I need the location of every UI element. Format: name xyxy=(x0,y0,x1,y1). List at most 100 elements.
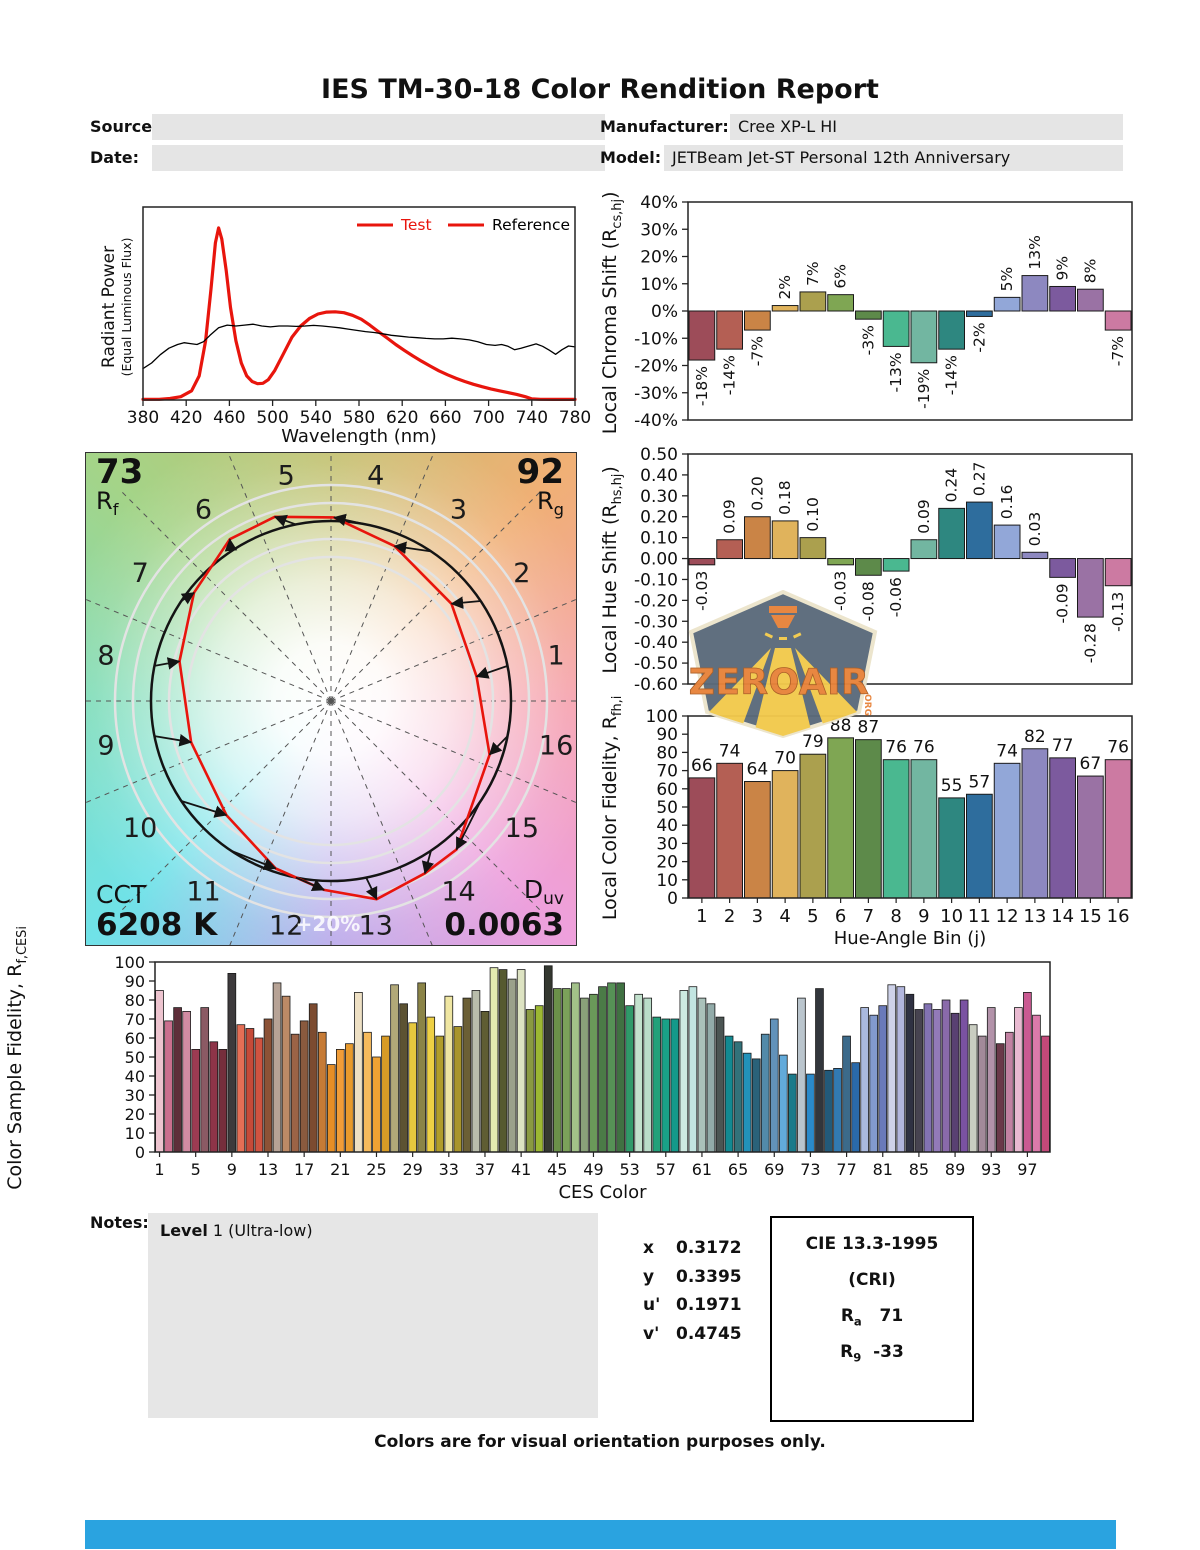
svg-text:Reference: Reference xyxy=(492,216,570,234)
cri-ra-row: Ra 71 xyxy=(840,1306,904,1329)
svg-text:620: 620 xyxy=(386,408,418,428)
cie-y-value: 0.3395 xyxy=(676,1267,742,1287)
svg-text:-3%: -3% xyxy=(859,325,877,355)
svg-text:30%: 30% xyxy=(640,220,678,240)
notes-box: Level 1 (Ultra-low) xyxy=(148,1213,598,1418)
svg-text:0.09: 0.09 xyxy=(721,499,739,534)
svg-text:0.00: 0.00 xyxy=(640,550,678,570)
ra-value: 71 xyxy=(879,1306,904,1326)
rg-value: 92 xyxy=(516,452,564,492)
svg-text:-0.60: -0.60 xyxy=(634,675,678,694)
cri-r9-row: R9 -33 xyxy=(840,1342,904,1365)
svg-text:7: 7 xyxy=(132,558,149,589)
cie-x-label: x xyxy=(643,1238,654,1258)
svg-text:10: 10 xyxy=(656,871,678,891)
y-axis-title: Local Chroma Shift (Rcs,hj) xyxy=(599,191,625,435)
rf-stat: 73 Rf xyxy=(96,455,143,518)
svg-text:77: 77 xyxy=(836,1160,856,1179)
svg-text:90: 90 xyxy=(125,972,145,991)
svg-text:81: 81 xyxy=(873,1160,893,1179)
svg-text:76: 76 xyxy=(1107,738,1129,758)
svg-text:40: 40 xyxy=(125,1067,145,1086)
rf-symbol: Rf xyxy=(96,487,119,519)
svg-text:5: 5 xyxy=(807,906,818,927)
cie-y-label: y xyxy=(643,1267,655,1287)
svg-text:70: 70 xyxy=(125,1010,145,1029)
svg-text:6%: 6% xyxy=(832,264,850,289)
svg-text:-2%: -2% xyxy=(970,322,988,352)
y-axis-title: Local Color Fidelity, Rfh,i xyxy=(599,695,625,921)
date-field xyxy=(152,145,605,171)
rg-stat: 92 Rg xyxy=(517,455,564,518)
logo-text: ZEROAIR xyxy=(689,662,870,703)
svg-text:-40%: -40% xyxy=(634,411,678,431)
svg-text:65: 65 xyxy=(728,1160,748,1179)
notes-level-rest: 1 (Ultra-low) xyxy=(207,1221,313,1240)
svg-text:0.18: 0.18 xyxy=(776,480,794,515)
svg-text:93: 93 xyxy=(981,1160,1001,1179)
svg-text:7%: 7% xyxy=(804,261,822,286)
svg-text:85: 85 xyxy=(909,1160,929,1179)
local-chroma-shift-chart: 40% 30% 20% 10% 0% -10% -20% -30% -40% -18% -14% -7… xyxy=(599,188,1200,436)
svg-text:12: 12 xyxy=(996,906,1019,927)
cri-box: CIE 13.3-1995 (CRI) Ra 71 R9 -33 xyxy=(770,1216,974,1422)
svg-text:380: 380 xyxy=(127,408,159,428)
svg-text:-14%: -14% xyxy=(721,355,739,395)
svg-text:66: 66 xyxy=(691,756,713,776)
color-sample-fidelity-chart: 100 90 80 70 60 50 40 30 20 10 0 1 5 9 13 17 21 25 29 33 37 4… xyxy=(4,926,1145,1210)
svg-text:61: 61 xyxy=(692,1160,712,1179)
svg-text:13: 13 xyxy=(359,911,393,942)
svg-text:64: 64 xyxy=(747,760,769,780)
svg-text:-20%: -20% xyxy=(634,357,678,377)
cct-stat: CCT 6208 K xyxy=(96,880,218,943)
svg-text:0.03: 0.03 xyxy=(1026,512,1044,547)
svg-text:500: 500 xyxy=(256,408,288,428)
svg-text:74: 74 xyxy=(719,741,741,761)
cct-value: 6208 K xyxy=(96,907,218,943)
model-label: Model: xyxy=(600,148,662,167)
svg-text:80: 80 xyxy=(125,991,145,1010)
svg-text:8: 8 xyxy=(890,906,901,927)
svg-text:2: 2 xyxy=(513,558,530,589)
svg-text:660: 660 xyxy=(429,408,461,428)
svg-text:21: 21 xyxy=(330,1160,350,1179)
y-axis-title: Radiant Power (Equal Luminous Flux) xyxy=(99,237,134,377)
notes-level-bold: Level xyxy=(160,1221,208,1240)
svg-text:40: 40 xyxy=(656,816,678,836)
page-title: IES TM-30-18 Color Rendition Report xyxy=(321,74,879,105)
svg-text:9: 9 xyxy=(227,1160,237,1179)
svg-text:41: 41 xyxy=(511,1160,531,1179)
svg-text:1: 1 xyxy=(696,906,707,927)
svg-text:2: 2 xyxy=(724,906,735,927)
svg-text:5: 5 xyxy=(278,460,295,491)
svg-text:-7%: -7% xyxy=(1109,336,1127,366)
svg-text:0.16: 0.16 xyxy=(998,485,1016,520)
svg-text:55: 55 xyxy=(941,776,963,796)
svg-text:15: 15 xyxy=(1079,906,1102,927)
svg-text:-13%: -13% xyxy=(887,352,905,392)
svg-text:100: 100 xyxy=(646,707,678,727)
cct-label: CCT xyxy=(96,880,147,910)
svg-text:-0.30: -0.30 xyxy=(634,612,678,632)
svg-text:76: 76 xyxy=(913,738,935,758)
svg-text:CES Color: CES Color xyxy=(558,1182,647,1203)
svg-text:11: 11 xyxy=(968,906,991,927)
local-color-fidelity-chart: 100 90 80 70 60 50 40 30 20 10 0 66 1 74 2 64 3 70 4 79 5 88 6… xyxy=(599,696,1200,958)
svg-text:Hue-Angle Bin (j): Hue-Angle Bin (j) xyxy=(834,928,987,949)
svg-text:20%: 20% xyxy=(640,248,678,268)
svg-text:0%: 0% xyxy=(651,302,678,322)
svg-text:-14%: -14% xyxy=(943,355,961,395)
svg-text:30: 30 xyxy=(656,834,678,854)
svg-text:16: 16 xyxy=(1107,906,1130,927)
svg-text:3: 3 xyxy=(752,906,763,927)
svg-text:53: 53 xyxy=(619,1160,639,1179)
svg-text:67: 67 xyxy=(1080,754,1102,774)
svg-text:0: 0 xyxy=(667,889,678,909)
svg-text:460: 460 xyxy=(213,408,245,428)
svg-text:5%: 5% xyxy=(998,267,1016,292)
svg-text:11: 11 xyxy=(186,876,220,907)
svg-text:0.40: 0.40 xyxy=(640,466,678,486)
svg-text:Test: Test xyxy=(400,216,432,234)
